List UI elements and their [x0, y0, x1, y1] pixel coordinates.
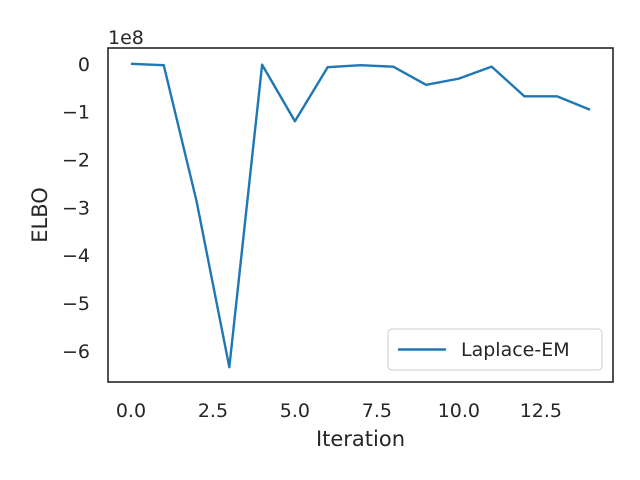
plot-frame: [107, 47, 614, 383]
y-tick-label: −1: [62, 102, 90, 124]
x-ticks: 0.0 2.5 5.0 7.5 10.0 12.5: [116, 400, 562, 422]
legend-label: Laplace-EM: [461, 339, 570, 361]
plot-lines: [130, 62, 591, 369]
y-ticks: 0 −1 −2 −3 −4 −5 −6: [62, 54, 90, 363]
x-tick-label: 12.5: [520, 400, 562, 422]
series-line-0: [130, 62, 591, 369]
offset-label: 1e8: [108, 27, 144, 49]
y-tick-label: −3: [62, 197, 90, 219]
legend: Laplace-EM: [387, 328, 603, 371]
x-tick-label: 7.5: [362, 400, 392, 422]
y-tick-label: −2: [62, 149, 90, 171]
x-tick-label: 0.0: [116, 400, 146, 422]
x-tick-label: 2.5: [198, 400, 228, 422]
y-axis-label: ELBO: [28, 187, 52, 243]
y-tick-label: 0: [78, 54, 90, 76]
legend-box: [387, 328, 603, 371]
y-tick-label: −4: [62, 245, 90, 267]
x-axis-label: Iteration: [316, 427, 405, 451]
x-tick-label: 5.0: [280, 400, 310, 422]
y-tick-label: −5: [62, 293, 90, 315]
x-tick-label: 10.0: [438, 400, 480, 422]
y-tick-label: −6: [62, 341, 90, 363]
